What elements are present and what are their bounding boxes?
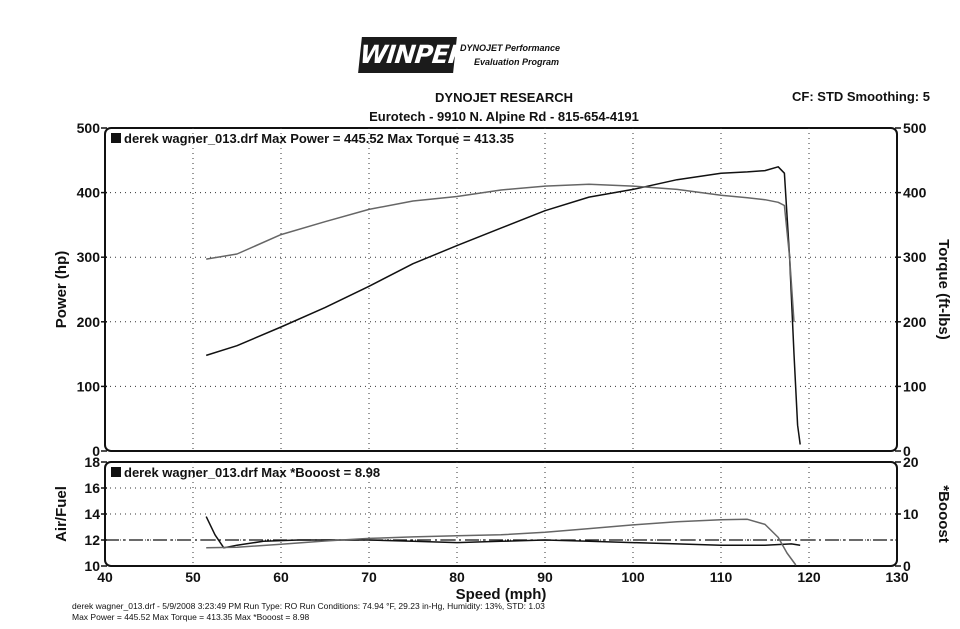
power-torque-ytick-label: 200 bbox=[77, 314, 101, 330]
power-torque-ytick-label: 0 bbox=[92, 443, 100, 459]
afr-boost-ytick-label: 16 bbox=[84, 480, 100, 496]
afr-boost-ylabel: Air/Fuel bbox=[53, 486, 70, 542]
power-torque-frame bbox=[104, 127, 898, 452]
x-tick-label: 130 bbox=[885, 569, 909, 585]
afr-boost-y2tick-label: 20 bbox=[903, 454, 919, 470]
logo-caption-line1: DYNOJET Performance bbox=[460, 43, 561, 53]
logo-caption-line2: Evaluation Program bbox=[474, 57, 560, 67]
x-tick-label: 80 bbox=[449, 569, 465, 585]
x-tick-label: 50 bbox=[185, 569, 201, 585]
afr-boost-series-0-line bbox=[205, 516, 801, 549]
power-torque-legend-text: derek wagner_013.drf Max Power = 445.52 … bbox=[124, 131, 514, 146]
power-torque-y2tick-label: 100 bbox=[903, 378, 927, 394]
power-torque-y2tick-label: 500 bbox=[903, 120, 927, 136]
afr-boost-legend-text: derek wagner_013.drf Max *Booost = 8.98 bbox=[124, 465, 380, 480]
power-torque-legend-swatch bbox=[111, 133, 121, 143]
afr-boost-legend-swatch bbox=[111, 467, 121, 477]
x-tick-label: 70 bbox=[361, 569, 377, 585]
x-tick-label: 120 bbox=[797, 569, 821, 585]
run-summary-line: Max Power = 445.52 Max Torque = 413.35 M… bbox=[72, 612, 310, 622]
power-torque-series-1-line bbox=[206, 183, 795, 322]
x-tick-label: 40 bbox=[97, 569, 113, 585]
power-torque-ytick-label: 500 bbox=[77, 120, 101, 136]
afr-boost-y2tick-label: 0 bbox=[903, 558, 911, 574]
x-tick-label: 100 bbox=[621, 569, 645, 585]
x-tick-label: 110 bbox=[710, 569, 733, 585]
afr-boost-y2label: *Booost bbox=[935, 485, 952, 543]
x-tick-label: 90 bbox=[537, 569, 553, 585]
afr-boost-ytick-label: 10 bbox=[84, 558, 100, 574]
power-torque-y2label: Torque (ft-lbs) bbox=[935, 239, 952, 340]
power-torque-y2tick-label: 300 bbox=[903, 249, 927, 265]
afr-boost-series-1-line bbox=[206, 518, 797, 566]
afr-boost-ytick-label: 12 bbox=[84, 532, 100, 548]
afr-boost-ytick-label: 18 bbox=[84, 454, 100, 470]
chart-subtitle: Eurotech - 9910 N. Alpine Rd - 815-654-4… bbox=[369, 109, 639, 124]
power-torque-series-0-line bbox=[205, 166, 801, 445]
afr-boost-ytick-label: 14 bbox=[84, 506, 100, 522]
correction-settings: CF: STD Smoothing: 5 bbox=[792, 89, 930, 104]
run-info-line: derek wagner_013.drf - 5/9/2008 3:23:49 … bbox=[72, 601, 545, 611]
power-torque-ylabel: Power (hp) bbox=[53, 251, 70, 329]
x-tick-label: 60 bbox=[273, 569, 289, 585]
power-torque-ytick-label: 400 bbox=[77, 185, 101, 201]
afr-boost-y2tick-label: 10 bbox=[903, 506, 919, 522]
power-torque-y2tick-label: 200 bbox=[903, 314, 927, 330]
power-torque-y2tick-label: 0 bbox=[903, 443, 911, 459]
power-torque-ytick-label: 300 bbox=[77, 249, 101, 265]
power-torque-y2tick-label: 400 bbox=[903, 185, 927, 201]
chart-title: DYNOJET RESEARCH bbox=[435, 90, 573, 105]
power-torque-ytick-label: 100 bbox=[77, 378, 101, 394]
x-axis-label: Speed (mph) bbox=[456, 586, 547, 603]
